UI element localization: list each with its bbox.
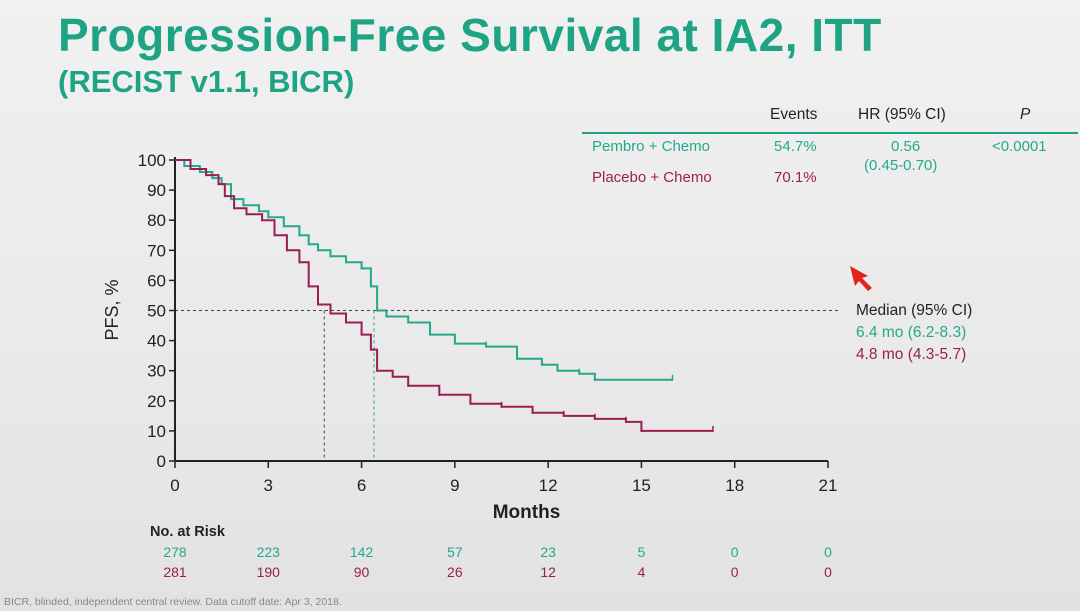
risk-value-pembro: 5 xyxy=(637,544,646,560)
p-header: P xyxy=(1020,106,1031,123)
placebo-events: 70.1% xyxy=(774,169,817,186)
risk-value-placebo: 190 xyxy=(256,564,280,580)
risk-value-placebo: 12 xyxy=(540,564,556,580)
risk-value-placebo: 0 xyxy=(730,564,739,580)
risk-value-pembro: 57 xyxy=(447,544,463,560)
risk-value-placebo: 90 xyxy=(353,564,370,580)
median-pembro: 6.4 mo (6.2-8.3) xyxy=(856,324,967,341)
stats-divider xyxy=(582,132,1078,134)
y-tick-label: 100 xyxy=(138,151,166,170)
slide-title: Progression-Free Survival at IA2, ITT xyxy=(58,9,882,61)
risk-header: No. at Risk xyxy=(150,524,225,540)
events-header: Events xyxy=(770,106,818,123)
x-tick-label: 9 xyxy=(450,476,459,495)
risk-value-placebo: 0 xyxy=(824,564,832,580)
y-tick-label: 70 xyxy=(147,241,166,260)
risk-value-pembro: 0 xyxy=(730,544,739,560)
hr-header: HR (95% CI) xyxy=(858,106,946,123)
y-tick-label: 20 xyxy=(147,392,166,411)
median-placebo: 4.8 mo (4.3-5.7) xyxy=(856,346,967,363)
footnote: BICR, blinded, independent central revie… xyxy=(4,596,342,608)
y-tick-label: 80 xyxy=(147,211,166,230)
x-axis-label: Months xyxy=(493,502,561,523)
x-tick-label: 15 xyxy=(632,476,651,495)
y-tick-label: 10 xyxy=(147,422,166,441)
risk-value-placebo: 26 xyxy=(447,564,463,580)
median-legend: Median (95% CI) 6.4 mo (6.2-8.3) 4.8 mo … xyxy=(856,300,972,366)
risk-value-pembro: 223 xyxy=(256,544,280,560)
hr-value: 0.56 xyxy=(891,138,921,155)
y-tick-label: 90 xyxy=(147,181,166,200)
x-tick-label: 6 xyxy=(357,476,366,495)
risk-value-pembro: 0 xyxy=(824,544,832,560)
km-curve-pembro xyxy=(175,159,673,381)
x-tick-label: 3 xyxy=(264,476,273,495)
stats-table: Events HR (95% CI) P Pembro + Chemo 54.7… xyxy=(582,100,1078,195)
risk-table: No. at Risk 278 223 142 57 23 5 0 0 281 190 90 26 1… xyxy=(0,524,1080,584)
risk-value-placebo: 281 xyxy=(163,564,187,580)
y-axis-label: PFS, % xyxy=(102,279,122,340)
x-tick-label: 18 xyxy=(725,476,744,495)
y-tick-label: 30 xyxy=(147,362,166,381)
y-tick-label: 0 xyxy=(157,452,166,471)
km-curve-placebo xyxy=(175,159,713,432)
p-value: <0.0001 xyxy=(992,138,1047,155)
placebo-arm-label: Placebo + Chemo xyxy=(592,169,712,186)
hr-ci: (0.45-0.70) xyxy=(864,157,938,174)
x-tick-label: 0 xyxy=(170,476,179,495)
risk-value-pembro: 142 xyxy=(349,544,374,560)
y-tick-label: 50 xyxy=(147,302,166,321)
risk-value-placebo: 4 xyxy=(637,564,646,580)
risk-value-pembro: 23 xyxy=(540,544,556,560)
slide-subtitle: (RECIST v1.1, BICR) xyxy=(58,64,355,99)
x-tick-label: 21 xyxy=(819,476,838,495)
pembro-events: 54.7% xyxy=(774,138,817,155)
pointer-arrow-icon xyxy=(850,266,872,291)
risk-value-pembro: 278 xyxy=(163,544,187,560)
x-tick-label: 12 xyxy=(539,476,558,495)
y-tick-label: 40 xyxy=(147,332,166,351)
y-tick-label: 60 xyxy=(147,271,166,290)
median-label: Median (95% CI) xyxy=(856,302,973,319)
pembro-arm-label: Pembro + Chemo xyxy=(592,138,710,155)
